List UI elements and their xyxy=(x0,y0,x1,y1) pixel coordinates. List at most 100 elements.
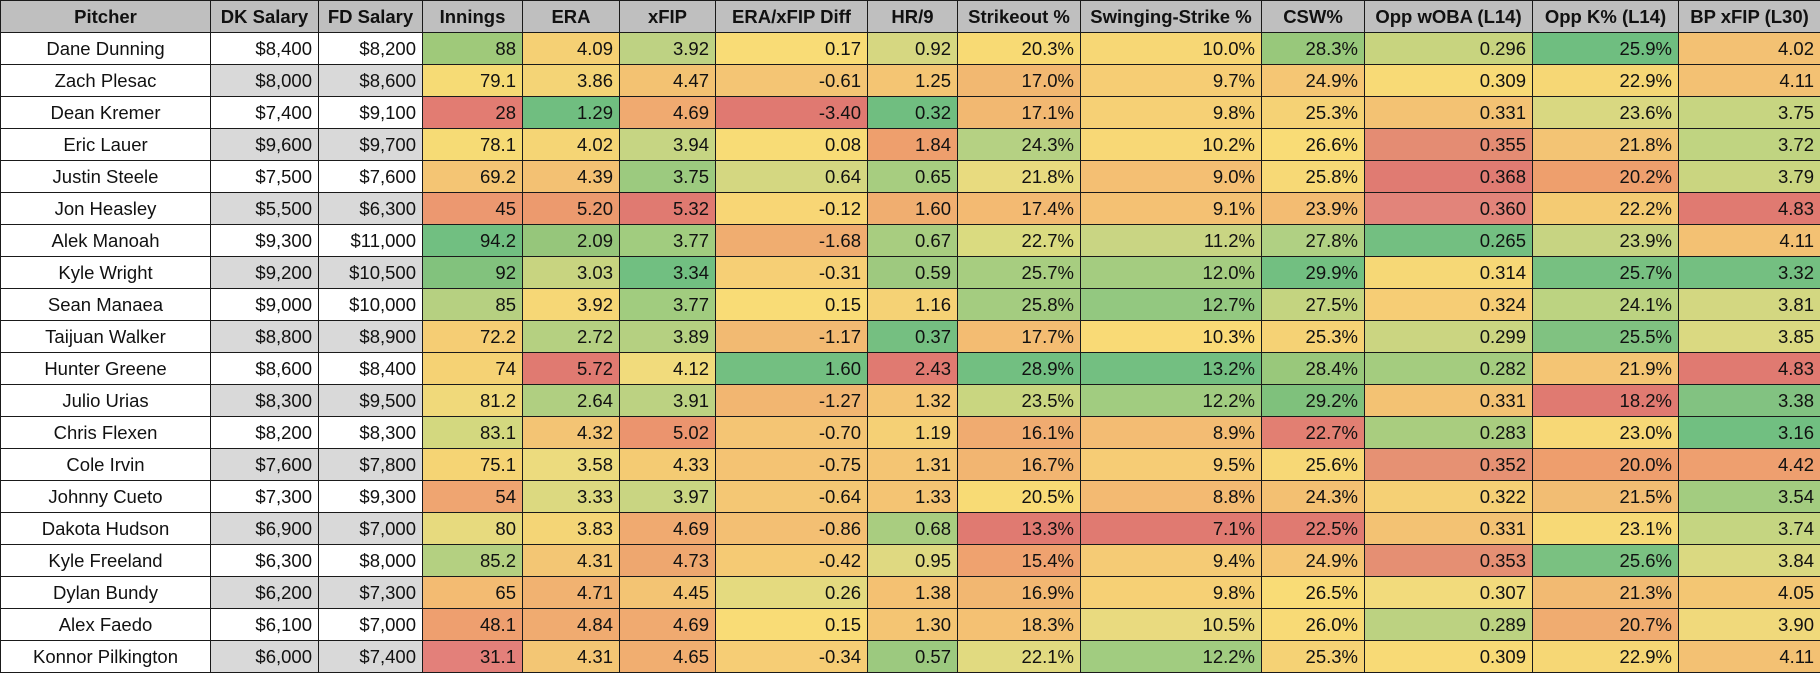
cell-dk[interactable]: $7,400 xyxy=(210,96,319,129)
cell-oppk[interactable]: 23.1% xyxy=(1532,512,1679,545)
cell-bpxfip[interactable]: 3.38 xyxy=(1678,384,1820,417)
cell-fd[interactable]: $11,000 xyxy=(318,224,423,257)
cell-oppk[interactable]: 20.0% xyxy=(1532,448,1679,481)
cell-woba[interactable]: 0.296 xyxy=(1364,32,1533,65)
cell-kpct[interactable]: 17.1% xyxy=(957,96,1081,129)
cell-innings[interactable]: 28 xyxy=(422,96,523,129)
cell-swstr[interactable]: 8.9% xyxy=(1080,416,1262,449)
column-header-woba[interactable]: Opp wOBA (L14) xyxy=(1364,0,1533,33)
cell-csw[interactable]: 27.8% xyxy=(1261,224,1365,257)
cell-era[interactable]: 3.92 xyxy=(522,288,620,321)
cell-swstr[interactable]: 7.1% xyxy=(1080,512,1262,545)
table-row[interactable]: Jon Heasley $5,500 $6,300 45 5.20 5.32 -0.12 1.… xyxy=(0,192,1820,225)
cell-dk[interactable]: $8,000 xyxy=(210,64,319,97)
cell-oppk[interactable]: 21.9% xyxy=(1532,352,1679,385)
cell-woba[interactable]: 0.331 xyxy=(1364,512,1533,545)
cell-era[interactable]: 5.72 xyxy=(522,352,620,385)
column-header-innings[interactable]: Innings xyxy=(422,0,523,33)
cell-csw[interactable]: 26.6% xyxy=(1261,128,1365,161)
cell-pitcher[interactable]: Julio Urias xyxy=(0,384,211,417)
cell-oppk[interactable]: 23.0% xyxy=(1532,416,1679,449)
table-row[interactable]: Dean Kremer $7,400 $9,100 28 1.29 4.69 -3.40 0.… xyxy=(0,96,1820,129)
cell-fd[interactable]: $9,700 xyxy=(318,128,423,161)
cell-swstr[interactable]: 9.5% xyxy=(1080,448,1262,481)
cell-hr9[interactable]: 0.95 xyxy=(867,544,958,577)
cell-diff[interactable]: -1.17 xyxy=(715,320,868,353)
cell-fd[interactable]: $7,800 xyxy=(318,448,423,481)
cell-innings[interactable]: 75.1 xyxy=(422,448,523,481)
cell-hr9[interactable]: 1.84 xyxy=(867,128,958,161)
cell-woba[interactable]: 0.309 xyxy=(1364,64,1533,97)
column-header-era[interactable]: ERA xyxy=(522,0,620,33)
cell-innings[interactable]: 31.1 xyxy=(422,640,523,673)
cell-xfip[interactable]: 4.47 xyxy=(619,64,716,97)
cell-kpct[interactable]: 22.7% xyxy=(957,224,1081,257)
cell-hr9[interactable]: 1.30 xyxy=(867,608,958,641)
cell-swstr[interactable]: 13.2% xyxy=(1080,352,1262,385)
cell-csw[interactable]: 28.4% xyxy=(1261,352,1365,385)
cell-xfip[interactable]: 4.33 xyxy=(619,448,716,481)
cell-era[interactable]: 4.31 xyxy=(522,544,620,577)
cell-dk[interactable]: $8,600 xyxy=(210,352,319,385)
cell-bpxfip[interactable]: 3.81 xyxy=(1678,288,1820,321)
cell-pitcher[interactable]: Eric Lauer xyxy=(0,128,211,161)
cell-csw[interactable]: 22.5% xyxy=(1261,512,1365,545)
cell-kpct[interactable]: 17.4% xyxy=(957,192,1081,225)
cell-dk[interactable]: $7,300 xyxy=(210,480,319,513)
cell-fd[interactable]: $8,200 xyxy=(318,32,423,65)
cell-era[interactable]: 2.64 xyxy=(522,384,620,417)
cell-diff[interactable]: -1.27 xyxy=(715,384,868,417)
cell-pitcher[interactable]: Kyle Freeland xyxy=(0,544,211,577)
cell-innings[interactable]: 85.2 xyxy=(422,544,523,577)
cell-hr9[interactable]: 1.25 xyxy=(867,64,958,97)
cell-hr9[interactable]: 0.92 xyxy=(867,32,958,65)
cell-oppk[interactable]: 21.5% xyxy=(1532,480,1679,513)
cell-xfip[interactable]: 4.45 xyxy=(619,576,716,609)
table-row[interactable]: Alex Faedo $6,100 $7,000 48.1 4.84 4.69 0.15 1.… xyxy=(0,608,1820,641)
cell-bpxfip[interactable]: 3.85 xyxy=(1678,320,1820,353)
cell-bpxfip[interactable]: 3.90 xyxy=(1678,608,1820,641)
cell-pitcher[interactable]: Jon Heasley xyxy=(0,192,211,225)
cell-csw[interactable]: 26.5% xyxy=(1261,576,1365,609)
cell-xfip[interactable]: 5.32 xyxy=(619,192,716,225)
cell-fd[interactable]: $10,500 xyxy=(318,256,423,289)
cell-kpct[interactable]: 25.7% xyxy=(957,256,1081,289)
cell-diff[interactable]: -0.12 xyxy=(715,192,868,225)
cell-bpxfip[interactable]: 3.74 xyxy=(1678,512,1820,545)
cell-woba[interactable]: 0.314 xyxy=(1364,256,1533,289)
cell-xfip[interactable]: 4.12 xyxy=(619,352,716,385)
cell-diff[interactable]: -0.86 xyxy=(715,512,868,545)
cell-pitcher[interactable]: Dean Kremer xyxy=(0,96,211,129)
cell-pitcher[interactable]: Zach Plesac xyxy=(0,64,211,97)
cell-kpct[interactable]: 17.0% xyxy=(957,64,1081,97)
cell-diff[interactable]: 0.26 xyxy=(715,576,868,609)
cell-bpxfip[interactable]: 4.42 xyxy=(1678,448,1820,481)
table-row[interactable]: Kyle Wright $9,200 $10,500 92 3.03 3.34 -0.31 0… xyxy=(0,256,1820,289)
table-row[interactable]: Zach Plesac $8,000 $8,600 79.1 3.86 4.47 -0.61… xyxy=(0,64,1820,97)
cell-fd[interactable]: $9,500 xyxy=(318,384,423,417)
cell-oppk[interactable]: 25.6% xyxy=(1532,544,1679,577)
cell-bpxfip[interactable]: 3.75 xyxy=(1678,96,1820,129)
cell-pitcher[interactable]: Sean Manaea xyxy=(0,288,211,321)
cell-era[interactable]: 2.72 xyxy=(522,320,620,353)
cell-swstr[interactable]: 10.3% xyxy=(1080,320,1262,353)
cell-hr9[interactable]: 0.37 xyxy=(867,320,958,353)
cell-swstr[interactable]: 12.0% xyxy=(1080,256,1262,289)
cell-innings[interactable]: 80 xyxy=(422,512,523,545)
cell-xfip[interactable]: 3.77 xyxy=(619,224,716,257)
column-header-bpxfip[interactable]: BP xFIP (L30) xyxy=(1678,0,1820,33)
cell-pitcher[interactable]: Cole Irvin xyxy=(0,448,211,481)
cell-woba[interactable]: 0.309 xyxy=(1364,640,1533,673)
cell-dk[interactable]: $6,900 xyxy=(210,512,319,545)
cell-kpct[interactable]: 25.8% xyxy=(957,288,1081,321)
cell-dk[interactable]: $5,500 xyxy=(210,192,319,225)
cell-swstr[interactable]: 10.2% xyxy=(1080,128,1262,161)
cell-hr9[interactable]: 1.31 xyxy=(867,448,958,481)
cell-xfip[interactable]: 5.02 xyxy=(619,416,716,449)
cell-hr9[interactable]: 0.67 xyxy=(867,224,958,257)
cell-kpct[interactable]: 13.3% xyxy=(957,512,1081,545)
cell-fd[interactable]: $8,400 xyxy=(318,352,423,385)
cell-innings[interactable]: 48.1 xyxy=(422,608,523,641)
cell-hr9[interactable]: 0.57 xyxy=(867,640,958,673)
cell-hr9[interactable]: 0.65 xyxy=(867,160,958,193)
